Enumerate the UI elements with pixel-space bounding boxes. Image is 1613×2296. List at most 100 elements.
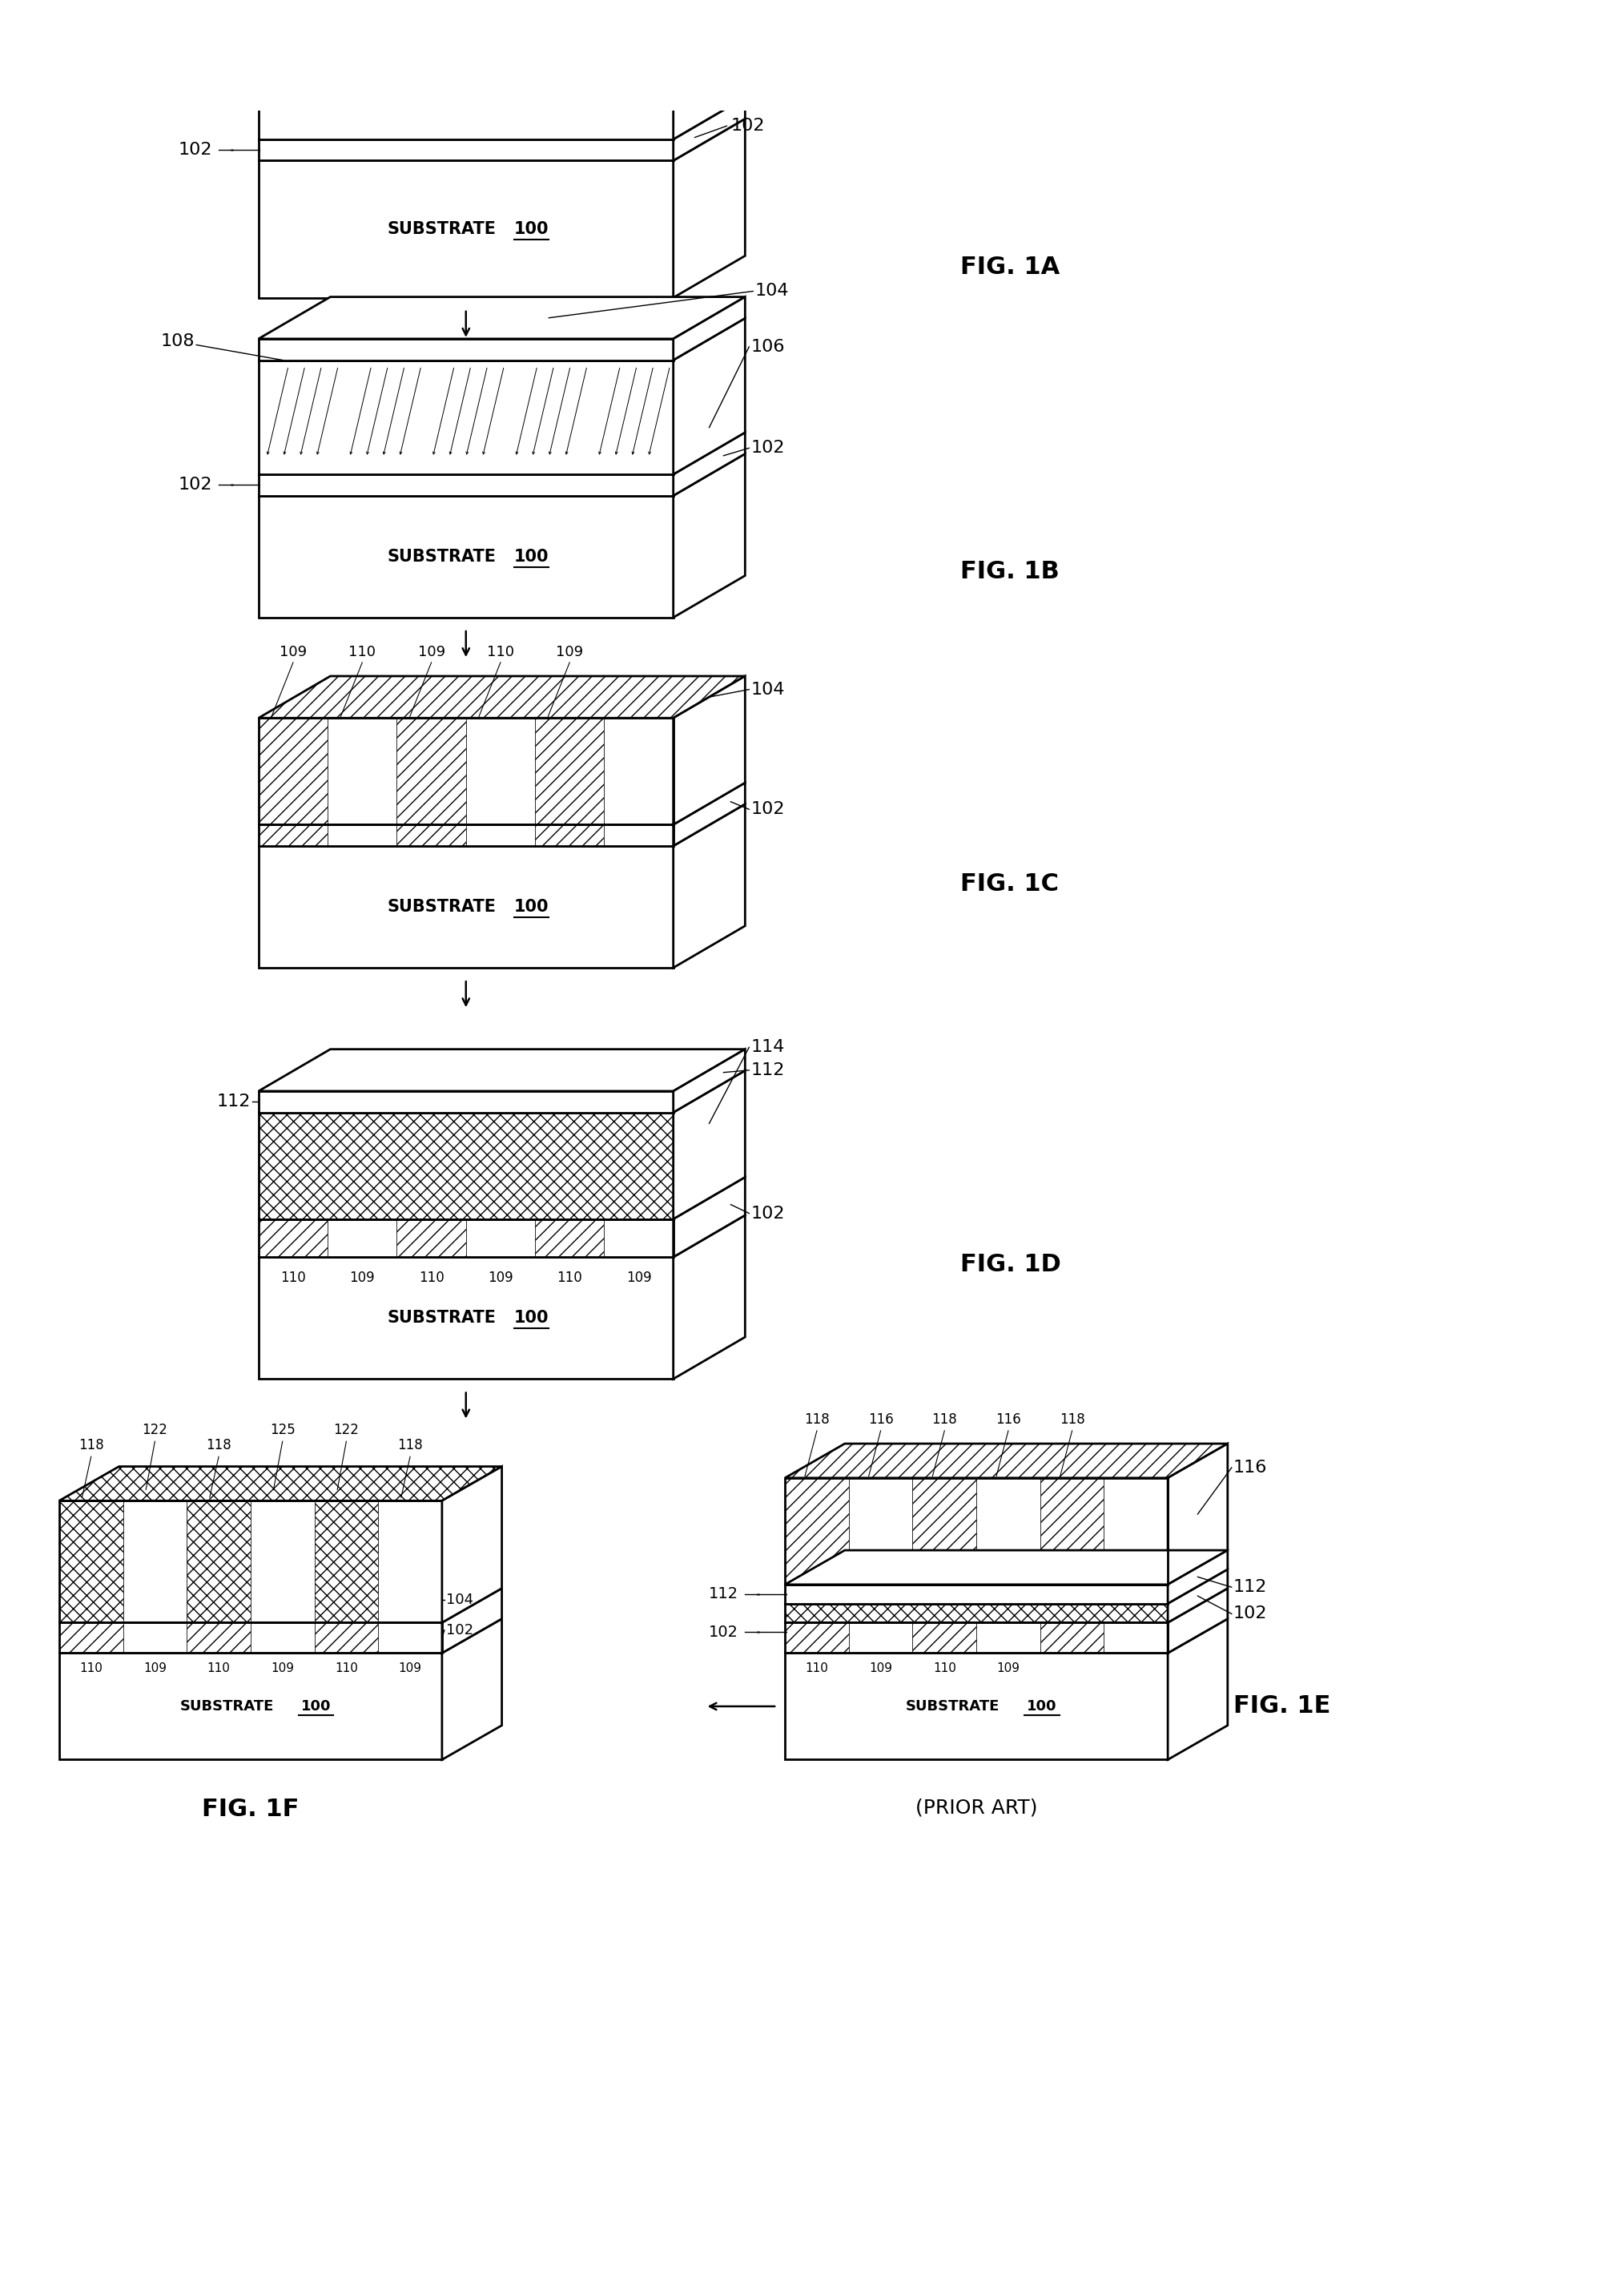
Text: 118: 118 — [1060, 1412, 1086, 1426]
Polygon shape — [786, 1479, 848, 1584]
Text: 106: 106 — [750, 340, 784, 356]
Text: 112: 112 — [216, 1093, 250, 1109]
Polygon shape — [187, 1502, 250, 1623]
Polygon shape — [673, 1215, 745, 1380]
Polygon shape — [913, 1479, 976, 1584]
Polygon shape — [1168, 1589, 1227, 1653]
Polygon shape — [466, 1219, 536, 1258]
Polygon shape — [258, 455, 745, 496]
Polygon shape — [786, 1584, 1168, 1603]
Polygon shape — [673, 96, 745, 161]
Text: FIG. 1E: FIG. 1E — [1234, 1694, 1331, 1717]
Text: 112: 112 — [710, 1587, 739, 1603]
Polygon shape — [673, 1049, 745, 1114]
Text: 109: 109 — [869, 1662, 892, 1674]
Text: 109: 109 — [556, 645, 584, 659]
Text: FIG. 1D: FIG. 1D — [960, 1254, 1061, 1277]
Text: 110: 110 — [79, 1662, 103, 1674]
Polygon shape — [536, 719, 605, 824]
Polygon shape — [327, 719, 397, 824]
Polygon shape — [673, 1178, 745, 1258]
Polygon shape — [673, 455, 745, 618]
Polygon shape — [258, 475, 673, 496]
Polygon shape — [397, 824, 466, 845]
Polygon shape — [397, 1219, 466, 1258]
Text: 102: 102 — [179, 142, 213, 158]
Text: SUBSTRATE: SUBSTRATE — [387, 1311, 497, 1327]
Polygon shape — [673, 675, 745, 824]
Text: 102: 102 — [731, 117, 765, 133]
Text: (PRIOR ART): (PRIOR ART) — [915, 1798, 1037, 1816]
Polygon shape — [1040, 1479, 1103, 1584]
Polygon shape — [258, 14, 745, 55]
Polygon shape — [315, 1502, 377, 1623]
Polygon shape — [258, 1215, 745, 1258]
Polygon shape — [258, 804, 745, 845]
Text: 110: 110 — [419, 1270, 444, 1286]
Polygon shape — [258, 783, 745, 824]
Polygon shape — [786, 1568, 1227, 1603]
Text: FIG. 1B: FIG. 1B — [960, 560, 1060, 583]
Text: 125: 125 — [269, 1424, 295, 1437]
Polygon shape — [605, 719, 673, 824]
Text: SUBSTRATE: SUBSTRATE — [387, 898, 497, 914]
Text: 109: 109 — [271, 1662, 294, 1674]
Text: FIG. 1F: FIG. 1F — [202, 1798, 298, 1821]
Text: 100: 100 — [515, 220, 548, 236]
Text: 109: 109 — [997, 1662, 1019, 1674]
Polygon shape — [786, 1550, 1227, 1584]
Polygon shape — [786, 1444, 1227, 1479]
Text: 116: 116 — [868, 1412, 894, 1426]
Polygon shape — [258, 119, 745, 161]
Polygon shape — [315, 1623, 377, 1653]
Polygon shape — [673, 296, 745, 360]
Polygon shape — [913, 1623, 976, 1653]
Text: 100: 100 — [515, 898, 548, 914]
Polygon shape — [258, 1091, 673, 1114]
Polygon shape — [258, 140, 673, 161]
Text: SUBSTRATE: SUBSTRATE — [387, 549, 497, 565]
Polygon shape — [258, 845, 673, 967]
Polygon shape — [258, 161, 673, 298]
Polygon shape — [673, 319, 745, 475]
Text: 109: 109 — [626, 1270, 652, 1286]
Polygon shape — [673, 804, 745, 967]
Polygon shape — [258, 432, 745, 475]
Polygon shape — [1103, 1623, 1168, 1653]
Polygon shape — [786, 1653, 1168, 1759]
Polygon shape — [258, 96, 745, 140]
Text: 100: 100 — [515, 549, 548, 565]
Text: 112: 112 — [1234, 1580, 1268, 1596]
Polygon shape — [123, 1623, 187, 1653]
Text: FIG. 1A: FIG. 1A — [960, 255, 1060, 278]
Text: 114: 114 — [750, 1040, 784, 1056]
Text: 110: 110 — [932, 1662, 957, 1674]
Polygon shape — [250, 1623, 315, 1653]
Text: 109: 109 — [279, 645, 306, 659]
Text: SUBSTRATE: SUBSTRATE — [905, 1699, 1000, 1713]
Text: 109: 109 — [487, 1270, 513, 1286]
Polygon shape — [673, 1070, 745, 1219]
Polygon shape — [1103, 1479, 1168, 1584]
Text: 102: 102 — [750, 801, 784, 817]
Polygon shape — [60, 1467, 502, 1502]
Polygon shape — [536, 1219, 605, 1258]
Polygon shape — [258, 1070, 745, 1114]
Polygon shape — [848, 1623, 913, 1653]
Polygon shape — [673, 14, 745, 140]
Polygon shape — [1168, 1444, 1227, 1584]
Polygon shape — [442, 1467, 502, 1623]
Text: 102: 102 — [710, 1626, 739, 1639]
Polygon shape — [976, 1479, 1040, 1584]
Polygon shape — [536, 824, 605, 845]
Polygon shape — [258, 1219, 327, 1258]
Polygon shape — [605, 1219, 673, 1258]
Polygon shape — [60, 1619, 502, 1653]
Text: 118: 118 — [206, 1437, 231, 1453]
Polygon shape — [258, 1178, 745, 1219]
Text: 116: 116 — [1234, 1460, 1268, 1476]
Text: 100: 100 — [1027, 1699, 1057, 1713]
Polygon shape — [1168, 1568, 1227, 1623]
Polygon shape — [258, 360, 673, 475]
Polygon shape — [258, 496, 673, 618]
